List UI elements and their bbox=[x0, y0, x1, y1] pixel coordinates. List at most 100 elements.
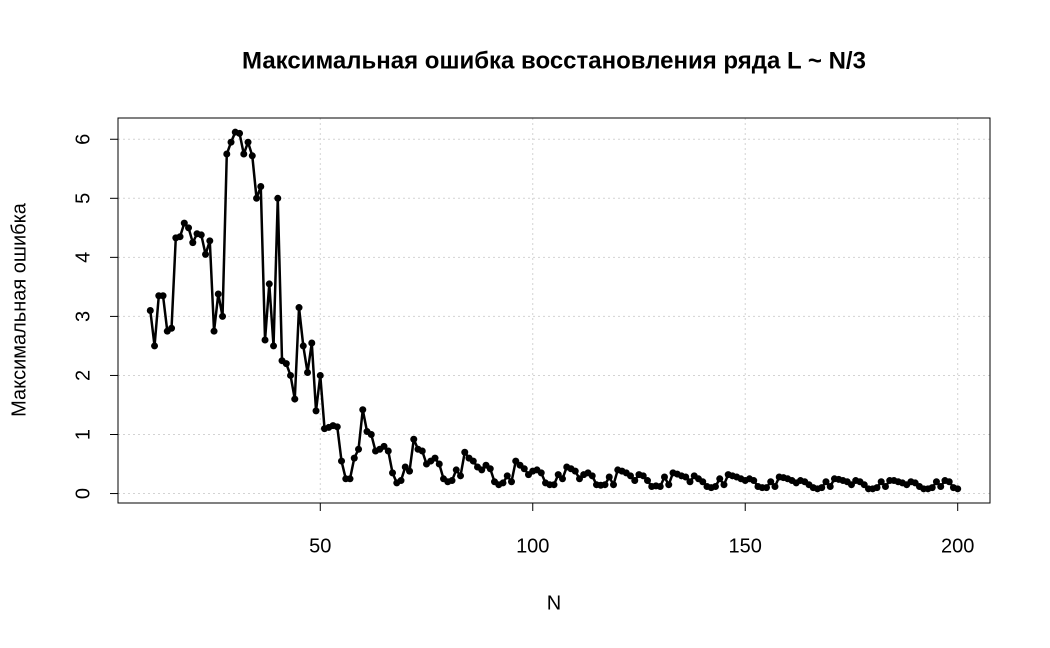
data-point bbox=[219, 312, 227, 320]
data-point bbox=[240, 150, 248, 158]
data-point bbox=[350, 454, 358, 462]
data-point bbox=[571, 467, 579, 475]
data-point bbox=[206, 237, 214, 245]
data-point bbox=[631, 477, 639, 485]
data-point bbox=[367, 431, 375, 439]
x-tick-label: 200 bbox=[941, 535, 974, 557]
data-point bbox=[287, 371, 295, 379]
data-point bbox=[338, 457, 346, 465]
data-point bbox=[291, 395, 299, 403]
data-point bbox=[265, 280, 273, 288]
data-point bbox=[954, 485, 962, 493]
data-point bbox=[626, 472, 634, 480]
data-point bbox=[159, 292, 167, 300]
data-point bbox=[359, 406, 367, 414]
data-point bbox=[355, 445, 363, 453]
data-line bbox=[149, 130, 959, 491]
data-point bbox=[588, 472, 596, 480]
data-point bbox=[682, 473, 690, 481]
data-point bbox=[406, 467, 414, 475]
data-point bbox=[261, 336, 269, 344]
data-point bbox=[274, 194, 282, 202]
data-point bbox=[270, 342, 278, 350]
data-point bbox=[397, 477, 405, 485]
data-point bbox=[180, 219, 188, 227]
y-tick-label: 5 bbox=[72, 193, 94, 204]
data-point bbox=[478, 466, 486, 474]
data-point bbox=[257, 182, 265, 190]
y-tick-label: 4 bbox=[72, 252, 94, 263]
data-point bbox=[168, 324, 176, 332]
data-point bbox=[333, 423, 341, 431]
data-point bbox=[176, 233, 184, 241]
data-point bbox=[435, 460, 443, 468]
data-point bbox=[601, 481, 609, 489]
data-point bbox=[660, 473, 668, 481]
y-tick-label: 2 bbox=[72, 370, 94, 381]
data-point bbox=[418, 447, 426, 455]
data-point bbox=[945, 478, 953, 486]
data-point bbox=[282, 360, 290, 368]
data-point bbox=[711, 482, 719, 490]
plot-frame bbox=[117, 117, 991, 504]
data-point bbox=[537, 469, 545, 477]
data-point bbox=[227, 138, 235, 146]
data-point bbox=[197, 231, 205, 239]
x-tick-label: 50 bbox=[309, 535, 331, 557]
data-point bbox=[431, 454, 439, 462]
y-tick-label: 0 bbox=[72, 488, 94, 499]
data-point bbox=[826, 482, 834, 490]
y-tick-label: 3 bbox=[72, 311, 94, 322]
data-point bbox=[304, 369, 312, 377]
x-tick-label: 100 bbox=[516, 535, 549, 557]
data-point bbox=[822, 478, 830, 486]
data-point bbox=[244, 138, 252, 146]
data-point bbox=[346, 475, 354, 483]
data-point bbox=[202, 250, 210, 258]
data-point bbox=[881, 482, 889, 490]
chart-title: Максимальная ошибка восстановления ряда … bbox=[242, 47, 866, 74]
data-point bbox=[299, 342, 307, 350]
data-point bbox=[937, 482, 945, 490]
data-point bbox=[767, 478, 775, 486]
x-tick-label: 150 bbox=[729, 535, 762, 557]
data-point bbox=[308, 339, 316, 347]
data-point bbox=[720, 481, 728, 489]
data-point bbox=[214, 290, 222, 298]
x-axis-label: N bbox=[547, 592, 561, 614]
data-point bbox=[550, 481, 558, 489]
data-point bbox=[146, 307, 154, 314]
data-point bbox=[185, 224, 193, 232]
data-point bbox=[223, 150, 231, 158]
data-point bbox=[312, 407, 320, 415]
y-axis-label: Максимальная ошибка bbox=[8, 202, 30, 417]
data-point bbox=[452, 466, 460, 474]
data-point bbox=[380, 442, 388, 450]
data-point bbox=[236, 129, 244, 137]
data-point bbox=[448, 477, 456, 485]
data-point bbox=[750, 477, 758, 485]
data-point bbox=[389, 469, 397, 477]
data-point bbox=[686, 478, 694, 486]
data-point bbox=[605, 473, 613, 481]
data-point bbox=[520, 465, 528, 473]
data-point bbox=[716, 475, 724, 483]
data-point bbox=[877, 478, 885, 486]
data-point bbox=[248, 152, 256, 160]
data-point bbox=[928, 484, 936, 492]
data-point bbox=[656, 482, 664, 490]
data-point bbox=[151, 342, 159, 350]
data-point bbox=[665, 481, 673, 489]
data-point bbox=[771, 482, 779, 490]
data-point bbox=[189, 239, 197, 247]
data-point bbox=[461, 448, 469, 456]
data-point bbox=[316, 371, 324, 379]
data-point bbox=[410, 435, 418, 443]
data-point bbox=[932, 478, 940, 486]
data-point bbox=[457, 472, 465, 480]
data-point bbox=[384, 447, 392, 455]
data-point bbox=[503, 472, 511, 480]
data-point bbox=[762, 484, 770, 492]
data-point bbox=[469, 457, 477, 465]
